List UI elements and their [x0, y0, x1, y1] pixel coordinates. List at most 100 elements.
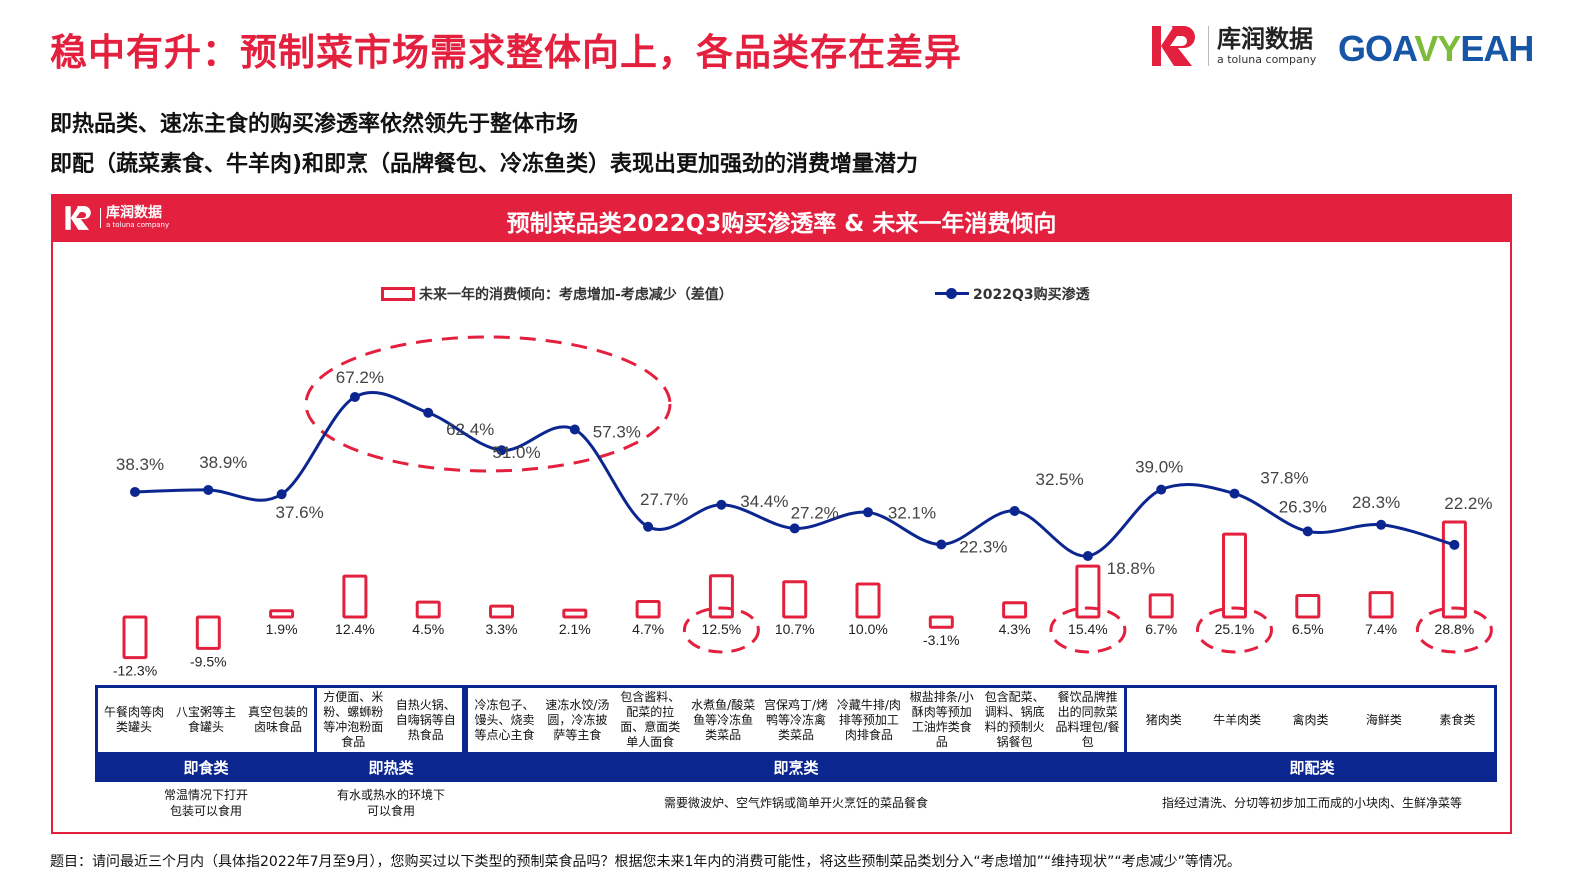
bar-value-label: 3.3%	[486, 621, 518, 637]
category-cell: 包含配菜、调料、锅底料的预制火锅餐包	[984, 690, 1045, 749]
line-point	[789, 523, 800, 534]
bar-rect	[489, 604, 514, 619]
bar-value-label: 2.1%	[559, 621, 591, 637]
line-point	[496, 445, 507, 456]
bar-rect	[1222, 532, 1247, 619]
bar-legend-swatch-icon	[381, 287, 415, 301]
line-point	[203, 484, 214, 495]
category-cell: 自热火锅、自嗨锅等自热食品	[395, 697, 456, 742]
group-label-ready-to-cook: 即烹类	[465, 752, 1127, 782]
survey-question-footnote: 题目：请问最近三个月内（具体指2022年7月至9月），您购买过以下类型的预制菜食…	[50, 854, 1241, 870]
line-value-label: 22.2%	[1444, 494, 1492, 513]
chart-panel: 库润数据 a toluna company 预制菜品类2022Q3购买渗透率 &…	[51, 194, 1512, 834]
bar-value-label: 12.4%	[335, 621, 375, 637]
bar-rect	[855, 582, 881, 619]
line-value-label: 28.3%	[1352, 493, 1400, 512]
category-cell: 素食类	[1439, 712, 1476, 727]
bar-highlight-circle	[1415, 606, 1493, 654]
bar-rect	[415, 600, 441, 619]
goa-logo-part1: GOA	[1338, 28, 1415, 69]
line-value-label: 26.3%	[1279, 497, 1327, 516]
bar-rect	[342, 574, 368, 619]
line-point	[716, 499, 727, 510]
line-value-label: 37.6%	[275, 503, 323, 522]
bar-highlight-circle	[682, 606, 760, 654]
kr-logo-name: 库润数据	[1217, 25, 1313, 53]
category-cell: 水煮鱼/酸菜鱼等冷冻鱼类菜品	[691, 697, 756, 742]
bar-rect	[782, 580, 808, 619]
legend-line-label: 2022Q3购买渗透	[973, 287, 1090, 303]
category-cell: 牛羊肉类	[1213, 712, 1262, 727]
bar-rect	[122, 615, 148, 660]
line-value-label: 38.9%	[199, 453, 247, 472]
bar-value-label: 15.4%	[1068, 621, 1108, 637]
category-cell: 宫保鸡丁/烤鸭等冷冻禽类菜品	[763, 697, 829, 742]
group-desc-ready-to-prepare: 指经过清洗、分切等初步加工而成的小块肉、生鲜净菜等	[1161, 796, 1462, 810]
group-cells-ready-to-eat: 午餐肉等肉类罐头 八宝粥等主食罐头 真空包装的卤味食品	[95, 685, 317, 752]
highlight-ellipse	[304, 335, 672, 473]
category-cell: 海鲜类	[1365, 712, 1402, 727]
mini-logo-name: 库润数据	[106, 205, 162, 221]
line-legend-marker-icon	[935, 287, 969, 301]
bar-highlight-circle	[1049, 606, 1127, 654]
line-point	[349, 392, 360, 402]
page-title: 稳中有升：预制菜市场需求整体向上，各品类存在差异	[50, 31, 962, 74]
group-desc-ready-to-eat: 常温情况下打开 包装可以食用	[163, 788, 248, 818]
line-value-label: 39.0%	[1135, 458, 1183, 477]
bar-value-label: -9.5%	[190, 653, 227, 669]
line-point	[936, 539, 947, 550]
line-point	[1009, 505, 1020, 516]
bar-rect	[635, 599, 661, 619]
panel-mini-logo: 库润数据 a toluna company	[63, 205, 169, 231]
bar-value-label: 28.8%	[1435, 621, 1475, 637]
group-label-ready-to-heat: 即热类	[317, 752, 465, 782]
legend-bar-label: 未来一年的消费倾向：考虑增加-考虑减少（差值）	[419, 287, 733, 303]
line-point	[643, 521, 654, 532]
kr-mini-logo-icon	[65, 206, 91, 230]
category-cell: 餐饮品牌推出的同款菜品料理包/餐包	[1055, 690, 1120, 749]
line-point	[423, 407, 434, 418]
goaveah-logo: GOAVYEAH	[1338, 28, 1534, 70]
line-value-label: 37.8%	[1260, 469, 1308, 488]
line-point	[569, 424, 580, 435]
line-value-label: 34.4%	[740, 492, 788, 511]
legend-item-bar: 未来一年的消费倾向：考虑增加-考虑减少（差值）	[381, 284, 733, 304]
category-cell: 八宝粥等主食罐头	[175, 705, 236, 734]
line-value-label: 57.3%	[593, 423, 641, 442]
bar-value-label: 6.5%	[1292, 621, 1324, 637]
group-label-ready-to-eat: 即食类	[95, 752, 317, 782]
bar-value-label: 4.7%	[632, 621, 664, 637]
goa-logo-part2: VY	[1414, 28, 1461, 69]
bar-rect	[1368, 591, 1394, 619]
category-cell: 速冻水饺/汤圆，冷冻披萨等主食	[545, 697, 610, 742]
category-cell: 冷冻包子、馒头、烧卖等点心主食	[474, 697, 535, 742]
logo-separator	[1208, 26, 1209, 66]
chart-panel-header: 库润数据 a toluna company 预制菜品类2022Q3购买渗透率 &…	[53, 196, 1510, 242]
group-cells-ready-to-heat: 方便面、米粉、螺蛳粉等冲泡粉面食品 自热火锅、自嗨锅等自热食品	[317, 685, 465, 752]
line-value-label: 67.2%	[336, 368, 384, 387]
bar-highlight-circle	[1196, 606, 1273, 654]
bar-value-label: -12.3%	[113, 663, 157, 679]
line-value-label: 62.4%	[446, 420, 494, 439]
category-cell: 方便面、米粉、螺蛳粉等冲泡粉面食品	[323, 690, 384, 749]
group-label-ready-to-prepare: 即配类	[1127, 752, 1497, 782]
line-value-label: 27.2%	[791, 503, 839, 522]
bar-value-label: 12.5%	[702, 621, 742, 637]
bar-rect	[562, 608, 588, 619]
bar-value-label: 25.1%	[1215, 621, 1255, 637]
bar-value-label: 4.3%	[999, 621, 1031, 637]
line-value-label: 51.0%	[492, 443, 540, 462]
line-value-label: 27.7%	[640, 490, 688, 509]
subtitle-line-1: 即热品类、速冻主食的购买渗透率依然领先于整体市场	[50, 112, 579, 137]
bar-rect	[1441, 520, 1467, 619]
category-cell: 禽肉类	[1292, 712, 1329, 727]
bar-value-label: 4.5%	[412, 621, 444, 637]
bar-value-label: -3.1%	[923, 632, 960, 648]
bar-rect	[195, 615, 221, 650]
bar-rect	[928, 615, 954, 629]
kr-logo-tagline: a toluna company	[1217, 53, 1317, 66]
line-value-label: 38.3%	[116, 455, 164, 474]
bar-rect	[1075, 564, 1101, 619]
bar-value-label: 7.4%	[1365, 621, 1397, 637]
